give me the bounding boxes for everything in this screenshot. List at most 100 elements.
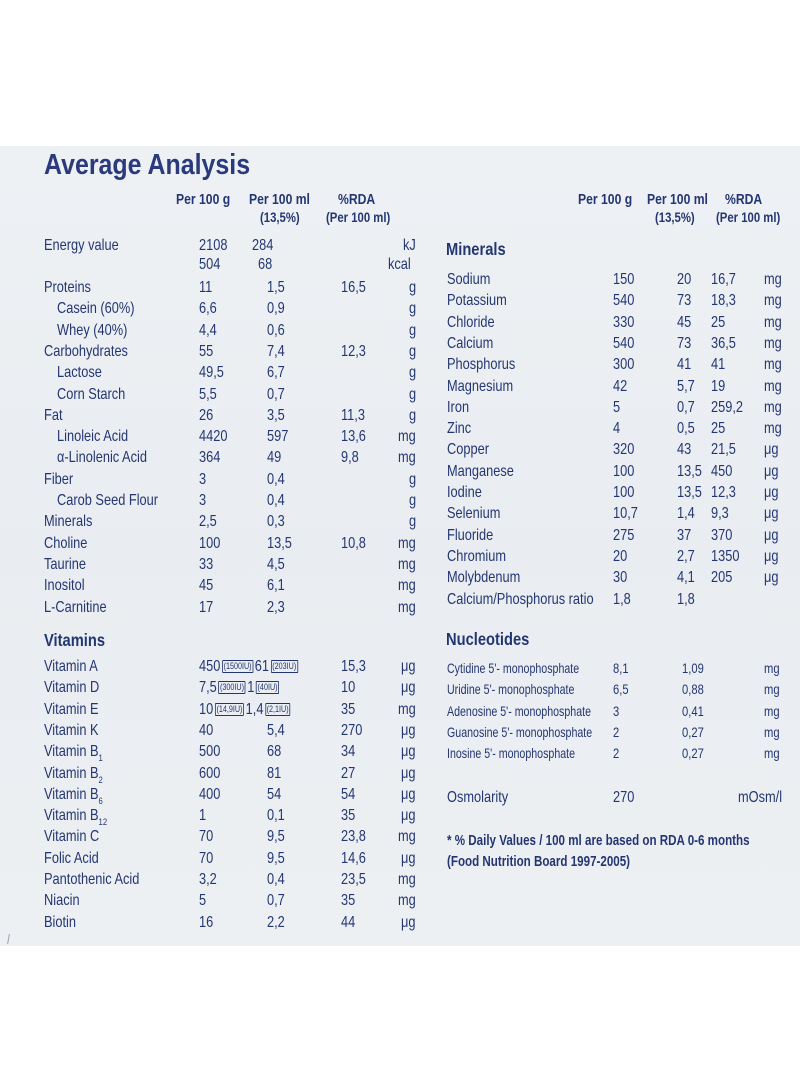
per-100g-value: 10 (14,9IU) 1,4 (2,1IU) (199, 700, 291, 718)
unit: mg (398, 828, 416, 846)
per-100ml-value: 0,4 (267, 492, 285, 509)
row-label: Sodium (447, 271, 491, 288)
unit: mg (764, 723, 780, 740)
row-label: Vitamin A (44, 658, 98, 675)
iu-box: (203IU) (270, 660, 298, 673)
unit: μg (764, 505, 779, 523)
per-100ml-value: 49 (267, 449, 282, 467)
osmolarity-row: Osmolarity 270 mOsm/l (0, 787, 800, 808)
row-label: Potassium (447, 292, 507, 310)
per-100g-value: 49,5 (199, 364, 224, 382)
per-100g-value: 20 (613, 547, 628, 565)
row-label: Inositol (44, 577, 85, 595)
rda-value: 15,3 (341, 658, 366, 675)
rda-value: 11,3 (341, 406, 365, 424)
row-label: Vitamin B1 (44, 743, 103, 765)
per-100g-value: 540 (613, 292, 635, 310)
per-100g-value: 2 (613, 745, 620, 762)
row-label: Uridine 5'- monophosphate (447, 681, 575, 698)
unit: mg (398, 449, 416, 467)
rda-value: 34 (341, 743, 356, 761)
iu-box: (2,1IU) (265, 702, 291, 716)
per-100ml-value: 73 (677, 292, 692, 310)
header-rda-sub-right: (Per 100 ml) (716, 210, 781, 225)
unit: g (409, 321, 417, 339)
table-row: Uridine 5'- monophosphate 6,5 0,88 mg (0, 679, 800, 700)
per-100ml-value: 1,5 (267, 279, 285, 296)
row-label: Vitamin C (44, 828, 100, 846)
unit: g (409, 406, 417, 424)
table-row: Manganese 100 13,5 450 μg (0, 461, 800, 482)
rda-value: 27 (341, 764, 356, 782)
unit: g (409, 513, 417, 531)
table-row: Iron 5 0,7 259,2 mg (0, 397, 800, 418)
per-100g-value: 540 (613, 334, 635, 352)
per-100ml-value: 0,4 (267, 470, 285, 488)
row-label: Fiber (44, 470, 74, 488)
table-row: Fat 26 3,5 11,3 g (0, 405, 800, 426)
energy-row: Energy value 2108 284 kJ (0, 235, 430, 256)
per-100g-value: 3 (613, 702, 620, 719)
unit: μg (401, 679, 416, 697)
rda-value: 23,8 (341, 828, 366, 846)
header-per-100ml: Per 100 ml (249, 192, 310, 208)
per-100ml-value: 20 (677, 271, 692, 288)
row-label: Linoleic Acid (57, 428, 129, 446)
unit: mg (764, 292, 782, 310)
table-row: Linoleic Acid 4420 597 13,6 mg (0, 426, 800, 447)
per-100g-value: 70 (199, 849, 214, 867)
per-100g-value: 3,2 (199, 871, 217, 888)
rda-value: 16,5 (341, 279, 366, 296)
unit: g (409, 492, 417, 509)
per-100ml-value: 5,7 (677, 377, 695, 395)
row-label: Whey (40%) (57, 321, 128, 339)
row-label: Corn Starch (57, 385, 126, 403)
table-row: Fluoride 275 37 370 μg (0, 525, 800, 546)
table-row: Biotin 16 2,2 44 μg (0, 912, 800, 933)
table-row: Calcium/Phosphorus ratio 1,8 1,8 (0, 589, 800, 610)
table-row: Proteins 11 1,5 16,5 g (0, 277, 800, 298)
osmolarity-label: Osmolarity (447, 789, 509, 806)
header-per-100ml-right: Per 100 ml (647, 192, 708, 208)
per-100g-value: 2,5 (199, 513, 217, 531)
energy-kcal-unit: kcal (388, 256, 411, 273)
iu-box: (1500IU) (221, 660, 254, 673)
header-rda: %RDA (338, 192, 376, 208)
table-row: Iodine 100 13,5 12,3 μg (0, 482, 800, 503)
rda-value: 25 (711, 420, 726, 438)
per-100g-value: 100 (199, 534, 221, 552)
table-row: Minerals 2,5 0,3 g (0, 511, 800, 532)
table-row: L-Carnitine 17 2,3 mg (0, 597, 800, 618)
minerals-title: Minerals (446, 239, 506, 259)
per-100g-value: 26 (199, 406, 214, 424)
table-row: Adenosine 5'- monophosphate 3 0,41 mg (0, 701, 800, 722)
per-100ml-value: 0,27 (682, 723, 704, 740)
row-label: α-Linolenic Acid (57, 449, 147, 467)
table-row: Calcium 540 73 36,5 mg (0, 333, 800, 354)
header-per-100ml-sub-right: (13,5%) (655, 210, 695, 225)
row-label: Carob Seed Flour (57, 492, 159, 509)
table-row: Fiber 3 0,4 g (0, 469, 800, 490)
per-100g-value: 6,5 (613, 681, 629, 698)
iu-box: (300IU) (218, 681, 246, 695)
per-100g-value: 7,5 (300IU) 1 (40IU) (199, 679, 280, 697)
table-row: Vitamin B6 400 54 54 μg (0, 784, 800, 807)
energy-label: Energy value (44, 237, 119, 254)
table-row: Carob Seed Flour 3 0,4 g (0, 490, 800, 511)
osmolarity-value: 270 (613, 789, 635, 806)
table-row: Corn Starch 5,5 0,7 g (0, 384, 800, 405)
per-100ml-value: 0,27 (682, 745, 704, 762)
header-per-100ml-sub: (13,5%) (260, 210, 300, 225)
rda-value: 9,8 (341, 449, 359, 467)
per-100ml-value: 45 (677, 313, 692, 331)
row-label: Chloride (447, 313, 495, 331)
per-100g-value: 55 (199, 342, 214, 360)
per-100ml-value: 0,4 (267, 871, 285, 888)
unit: mg (398, 428, 416, 446)
unit: mg (764, 681, 780, 698)
unit: mg (764, 660, 780, 676)
per-100ml-value: 1,8 (677, 590, 695, 608)
unit: μg (764, 462, 779, 480)
table-row: Zinc 4 0,5 25 mg (0, 418, 800, 439)
row-label: Iodine (447, 484, 482, 501)
